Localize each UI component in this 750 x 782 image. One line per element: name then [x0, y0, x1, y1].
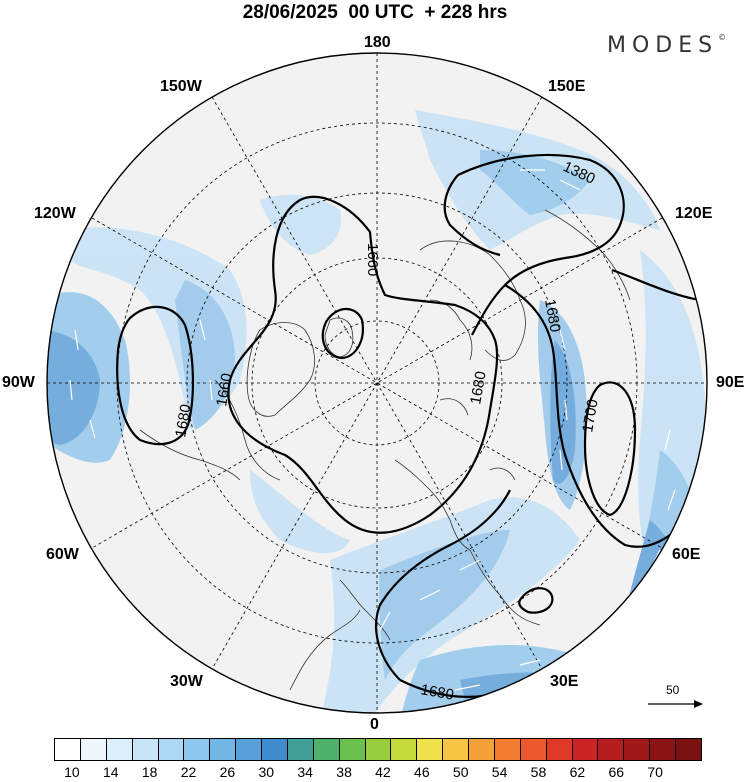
colorbar-ticks: 10 14 18 22 26 30 34 38 42 46 50 54 58 62 66 70 [54, 764, 702, 782]
colorbar-swatch [520, 739, 547, 760]
colorbar-swatch [572, 739, 599, 760]
reference-vector [648, 700, 703, 708]
colorbar-swatch [494, 739, 521, 760]
colorbar-swatch [55, 739, 81, 760]
modes-logo: MODES© [607, 33, 727, 58]
colorbar-swatch [236, 739, 262, 760]
lon-label-0: 0 [370, 716, 379, 733]
colorbar-swatch [158, 739, 185, 760]
colorbar [54, 738, 702, 761]
colorbar-tick-label: 42 [375, 764, 391, 780]
colorbar-swatch [391, 739, 418, 760]
lon-label-60e: 60E [672, 546, 701, 563]
lon-label-30w: 30W [170, 673, 203, 690]
colorbar-tick-label: 30 [258, 764, 275, 780]
colorbar-tick-label: 46 [414, 764, 430, 780]
lon-label-120e: 120E [675, 205, 713, 222]
vector-scale-label: 50 [666, 683, 680, 697]
colorbar-tick-label: 66 [608, 764, 625, 780]
lon-label-150w: 150W [160, 78, 202, 95]
colorbar-tick-label: 26 [219, 764, 236, 780]
colorbar-swatch [210, 739, 237, 760]
colorbar-tick-label: 34 [297, 764, 313, 780]
map-title: 28/06/2025 00 UTC + 228 hrs [242, 2, 508, 23]
lon-label-90w: 90W [2, 374, 35, 391]
colorbar-swatch [443, 739, 469, 760]
colorbar-tick-label: 54 [491, 764, 508, 780]
colorbar-swatch [365, 739, 392, 760]
lon-label-90e: 90E [716, 374, 745, 391]
contour-label: 1660 [364, 243, 381, 276]
colorbar-swatch [80, 739, 107, 760]
colorbar-swatch [132, 739, 159, 760]
colorbar-tick-label: 58 [530, 764, 547, 780]
colorbar-swatch [598, 739, 625, 760]
colorbar-tick-label: 70 [647, 764, 663, 780]
contour-label: 1680 [467, 370, 490, 406]
lon-label-60w: 60W [46, 546, 79, 563]
contour-label: 1680 [419, 681, 455, 704]
lon-label-180: 180 [364, 34, 391, 51]
colorbar-tick-label: 38 [336, 764, 352, 780]
lon-label-30e: 30E [550, 673, 579, 690]
colorbar-swatch [650, 739, 676, 760]
colorbar-swatch [287, 739, 314, 760]
height-contours [116, 153, 706, 698]
colorbar-tick-label: 10 [64, 764, 80, 780]
colorbar-swatch [417, 739, 444, 760]
graticule [47, 53, 707, 713]
colorbar-tick-label: 62 [569, 764, 586, 780]
lon-label-120w: 120W [34, 205, 76, 222]
colorbar-swatch [313, 739, 340, 760]
colorbar-swatch [546, 739, 573, 760]
colorbar-tick-label: 50 [452, 764, 469, 780]
map-border [46, 52, 708, 714]
colorbar-swatch [339, 739, 366, 760]
colorbar-tick-label: 18 [141, 764, 158, 780]
colorbar-swatch [624, 739, 651, 760]
colorbar-swatch [676, 739, 701, 760]
colorbar-tick-label: 14 [103, 764, 119, 780]
polar-stereographic-map: 1380 1660 1680 1660 1680 1680 1700 1680 [46, 52, 708, 714]
colorbar-swatch [469, 739, 495, 760]
colorbar-swatch [184, 739, 211, 760]
contour-label: 1660 [213, 372, 236, 408]
colorbar-swatch [106, 739, 133, 760]
contour-label-group: 1380 1660 1680 1660 1680 1680 1700 1680 [172, 158, 602, 704]
lon-label-150e: 150E [548, 78, 586, 95]
contour-label: 1700 [579, 398, 602, 434]
colorbar-tick-label: 22 [180, 764, 197, 780]
contour-label: 1680 [172, 403, 195, 439]
contour-label: 1680 [541, 298, 564, 334]
colorbar-swatch [262, 739, 288, 760]
